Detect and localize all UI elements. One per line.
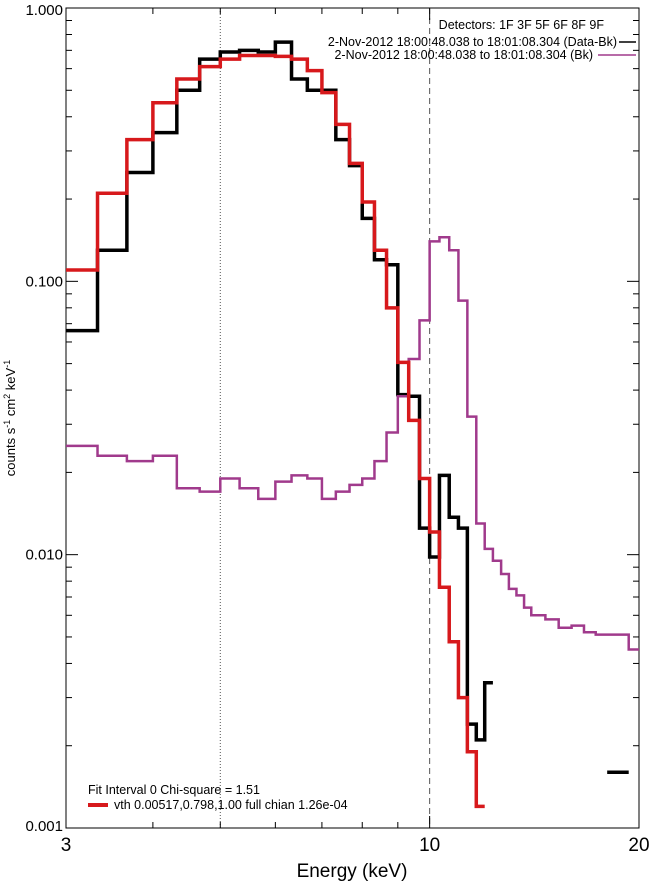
legend-bottom: Fit Interval 0 Chi-square = 1.51 vth 0.0… [88, 783, 348, 812]
y-tick-label: 0.100 [25, 273, 63, 290]
legend-entry-vth: vth 0.00517,0.798,1.00 full chian 1.26e-… [114, 798, 348, 812]
x-tick-label: 3 [61, 835, 72, 856]
series-layer [66, 40, 639, 809]
y-tick-label: 1.000 [25, 2, 63, 19]
reference-lines [219, 8, 431, 828]
y-axis-title: counts s-1 cm2 keV-1 [2, 360, 18, 476]
x-tick-label: 10 [419, 835, 440, 856]
x-axis-title: Energy (keV) [297, 861, 408, 882]
y-tick-label: 0.001 [25, 818, 63, 835]
series-vth-fit-segment-0 [66, 53, 485, 809]
legend-top: Detectors: 1F 3F 5F 6F 8F 9F 2-Nov-2012 … [328, 18, 636, 62]
axis-ticks [65, 8, 640, 829]
y-tick-label: 0.010 [25, 547, 63, 564]
legend-entry-bk: 2-Nov-2012 18:00:48.038 to 18:01:08.304 … [334, 48, 593, 62]
legend-detectors: Detectors: 1F 3F 5F 6F 8F 9F [439, 18, 605, 32]
series-bk-segment-0 [66, 235, 639, 651]
series-data-bk-segment-0 [66, 40, 493, 742]
fit-interval-label: Fit Interval 0 Chi-square = 1.51 [88, 783, 260, 797]
tick-labels: 0.001 0.010 0.100 1.000 3 10 20 [25, 2, 649, 856]
plot-frame [65, 7, 640, 829]
x-tick-label: 20 [628, 835, 649, 856]
legend-entry-data-bk: 2-Nov-2012 18:00:48.038 to 18:01:08.304 … [328, 35, 617, 49]
